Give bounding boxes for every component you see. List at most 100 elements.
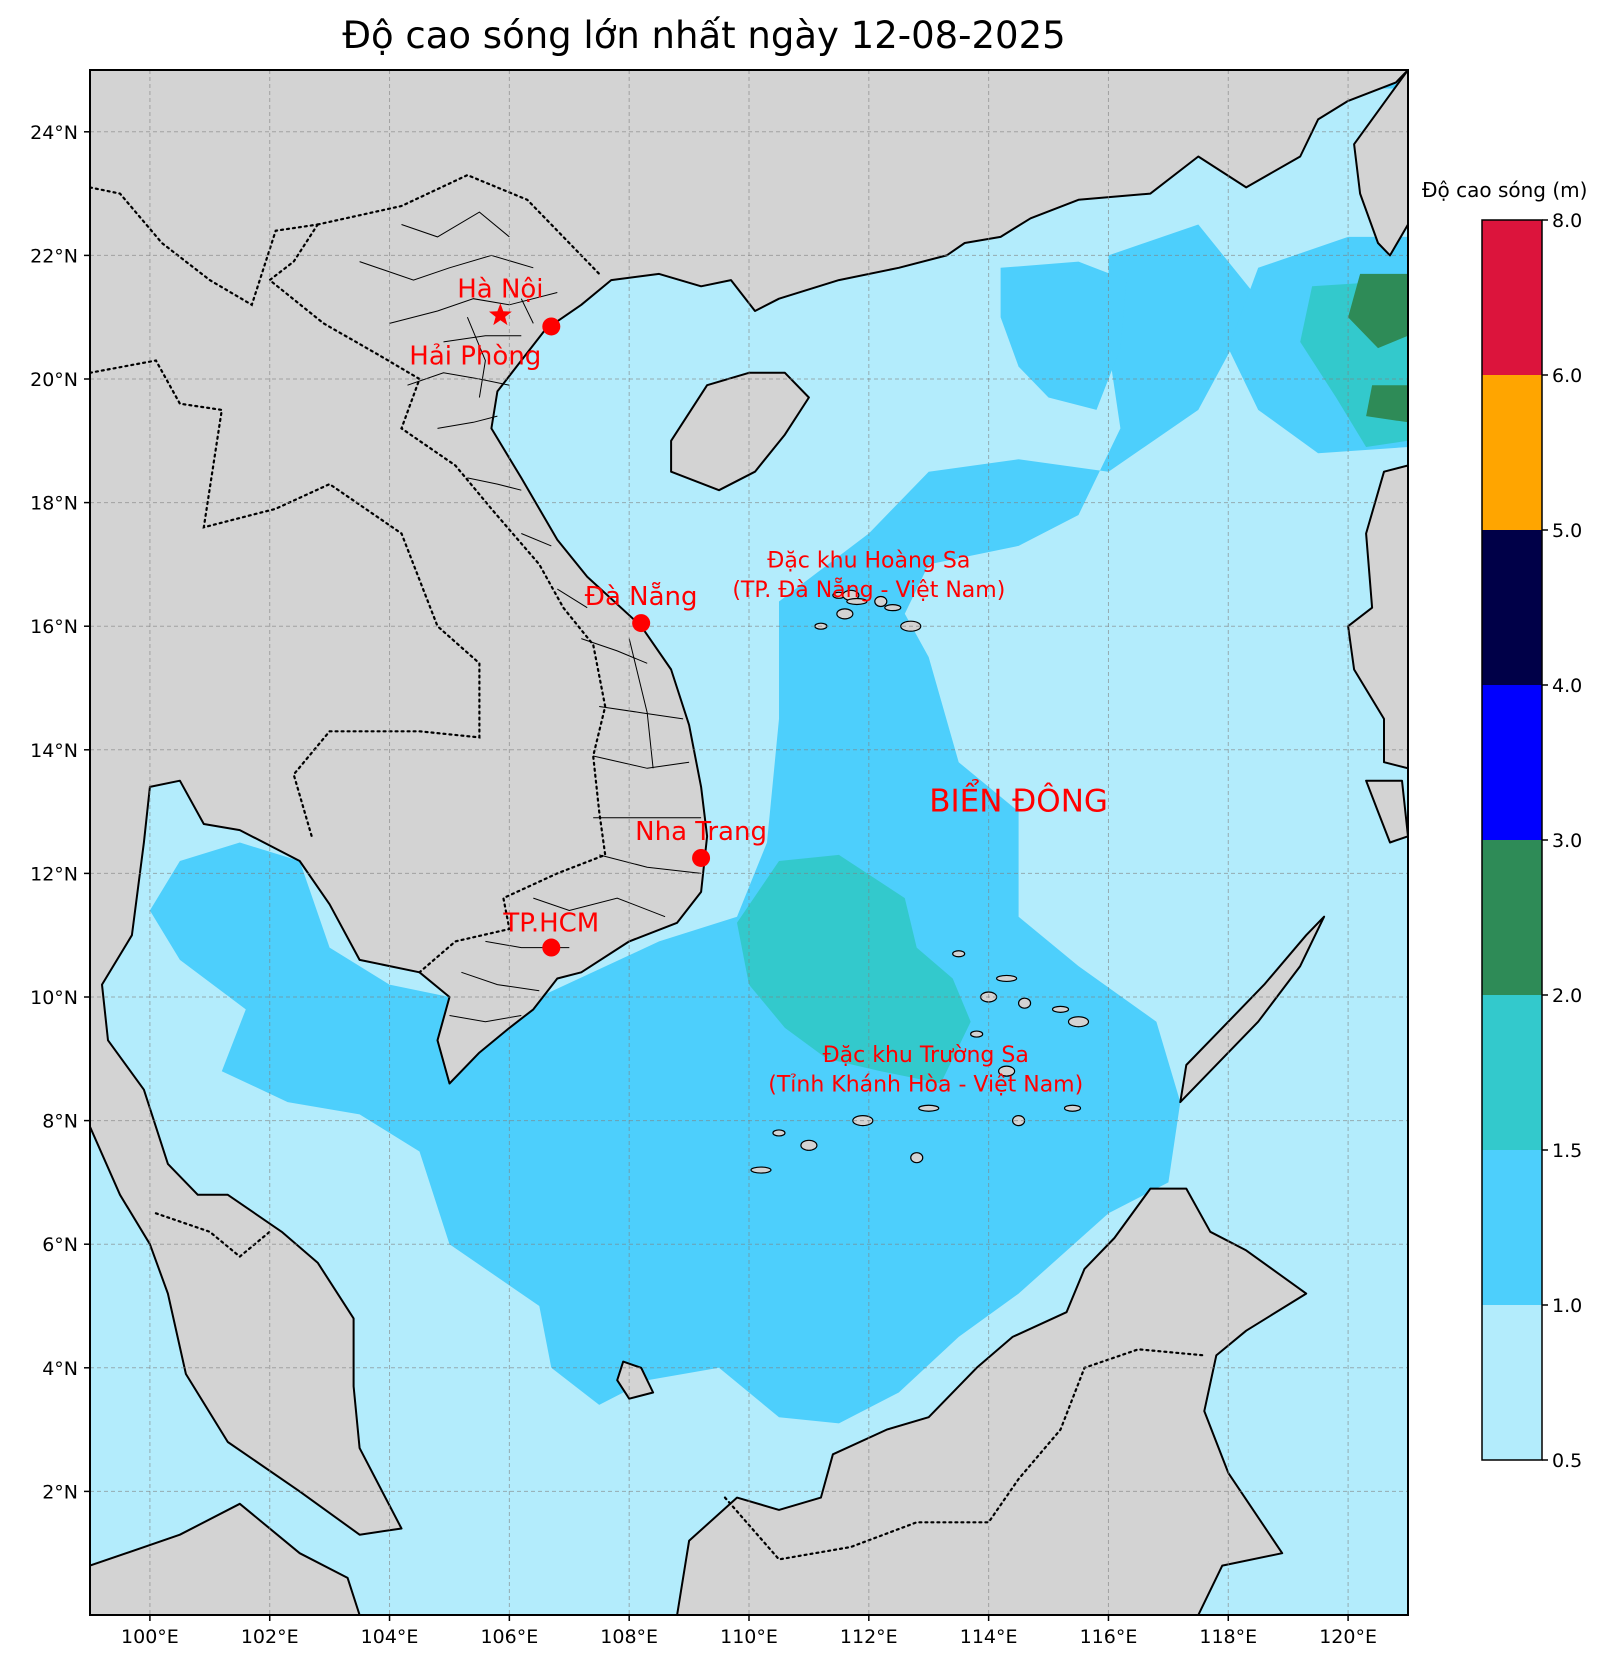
island [1017, 997, 1032, 1009]
wave-zone [1348, 273, 1408, 349]
x-tick-label: 106°E [480, 1626, 538, 1648]
colorbar-segment [1482, 220, 1542, 375]
region-label-line: Đặc khu Trường Sa [823, 1043, 1029, 1068]
city-label: Nha Trang [635, 817, 767, 847]
province-border [467, 477, 522, 491]
province-border [557, 588, 588, 609]
y-tick-label: 8°N [42, 1111, 78, 1133]
x-tick-label: 118°E [1199, 1626, 1257, 1648]
region-label: Đặc khu Trường Sa (Tỉnh Khánh Hòa - Việt … [768, 1043, 1083, 1098]
island [884, 604, 902, 612]
province-border [599, 854, 702, 874]
land-sumatra [90, 1502, 361, 1615]
x-tick-label: 102°E [241, 1626, 299, 1648]
province-border [437, 415, 498, 429]
province-borders [359, 211, 702, 1023]
colorbar-tick-label: 1.0 [1552, 1295, 1582, 1317]
country-border [90, 186, 319, 307]
land-palawan [1179, 915, 1326, 1104]
y-tick-label: 4°N [42, 1358, 78, 1380]
region-label: Đặc khu Hoàng Sa (TP. Đà Nẵng - Việt Nam) [732, 548, 1005, 603]
wave-zones [149, 70, 1408, 1424]
y-tick-label: 24°N [30, 122, 78, 144]
country-border [90, 359, 481, 838]
island [918, 1104, 940, 1112]
city-marker-dot [542, 938, 561, 957]
y-tick-label: 6°N [42, 1234, 78, 1256]
island [750, 1166, 772, 1174]
colorbar-segment [1482, 375, 1542, 530]
longitude-ticks: 100°E 102°E 104°E 106°E 108°E 110°E 112°E 114°E… [121, 1615, 1377, 1648]
island [998, 1065, 1016, 1077]
province-border [461, 971, 540, 992]
x-tick-label: 120°E [1319, 1626, 1377, 1648]
colorbar-segment [1482, 840, 1542, 995]
country-border [316, 173, 601, 275]
province-border [533, 897, 666, 918]
x-tick-label: 112°E [840, 1626, 898, 1648]
province-border [520, 298, 534, 324]
country-border [267, 223, 607, 974]
latitude-ticks: 2°N 4°N 6°N 8°N 10°N 12°N 14°N 16°N 18°N 20°N 22°N… [30, 122, 90, 1503]
colorbar-tick-label: 6.0 [1552, 365, 1582, 387]
colorbar-title: Độ cao sóng (m) [1422, 178, 1588, 202]
city-markers [489, 303, 711, 957]
y-tick-label: 22°N [30, 245, 78, 267]
city-label: Hà Nội [457, 274, 543, 304]
colorbar-tick-label: 0.5 [1552, 1450, 1582, 1472]
region-label-line: (Tỉnh Khánh Hòa - Việt Nam) [768, 1073, 1083, 1098]
colorbar-tick-label: 1.5 [1552, 1140, 1582, 1162]
province-border [581, 638, 648, 664]
land-borneo [676, 1187, 1308, 1615]
city-label: Hải Phòng [409, 341, 541, 371]
island [800, 1139, 818, 1151]
province-border [359, 254, 534, 281]
wave-zone [1000, 261, 1127, 410]
island [996, 974, 1018, 983]
y-tick-label: 16°N [30, 616, 78, 638]
land-natuna [616, 1360, 655, 1400]
island [772, 1129, 786, 1137]
city-marker-star [489, 303, 512, 326]
x-tick-label: 110°E [720, 1626, 778, 1648]
province-border [401, 211, 510, 238]
colorbar-segment [1482, 1150, 1542, 1305]
map-labels: Hà Nội Hải Phòng Đà Nẵng Nha Trang TP.HCM Đặc… [409, 274, 1108, 1097]
land-masses [90, 70, 1408, 1615]
region-label-line: (TP. Đà Nẵng - Việt Nam) [732, 577, 1005, 603]
island [1067, 1016, 1090, 1028]
y-tick-label: 20°N [30, 369, 78, 391]
colorbar-tick-label: 4.0 [1552, 675, 1582, 697]
x-tick-label: 108°E [600, 1626, 658, 1648]
x-tick-label: 100°E [121, 1626, 179, 1648]
country-border [723, 1348, 1206, 1561]
island [970, 1030, 984, 1038]
y-tick-label: 12°N [30, 863, 78, 885]
colorbar-tick-label: 5.0 [1552, 520, 1582, 542]
region-label: BIỂN ĐÔNG [929, 779, 1108, 820]
map-title: Độ cao sóng lớn nhất ngày 12-08-2025 [342, 14, 1066, 57]
colorbar-tick-label: 8.0 [1552, 210, 1582, 232]
island [836, 608, 854, 620]
y-tick-label: 2°N [42, 1481, 78, 1503]
island [1063, 1104, 1082, 1112]
colorbar-segment [1482, 685, 1542, 840]
city-marker-dot [632, 614, 651, 633]
city-label: TP.HCM [502, 909, 599, 939]
island [846, 597, 868, 606]
colorbar-segment [1482, 530, 1542, 685]
wave-zone [149, 224, 1259, 1424]
province-border [443, 335, 522, 343]
y-tick-label: 14°N [30, 740, 78, 762]
island [910, 1152, 924, 1164]
island [952, 950, 966, 958]
colorbar-segment [1482, 995, 1542, 1150]
land-mainland [90, 70, 1408, 1536]
land-taiwan [1353, 70, 1408, 257]
colorbar-tick-label: 3.0 [1552, 830, 1582, 852]
x-tick-label: 104°E [361, 1626, 419, 1648]
y-tick-label: 18°N [30, 493, 78, 515]
y-tick-label: 10°N [30, 987, 78, 1009]
land-mindoro [1365, 779, 1408, 844]
